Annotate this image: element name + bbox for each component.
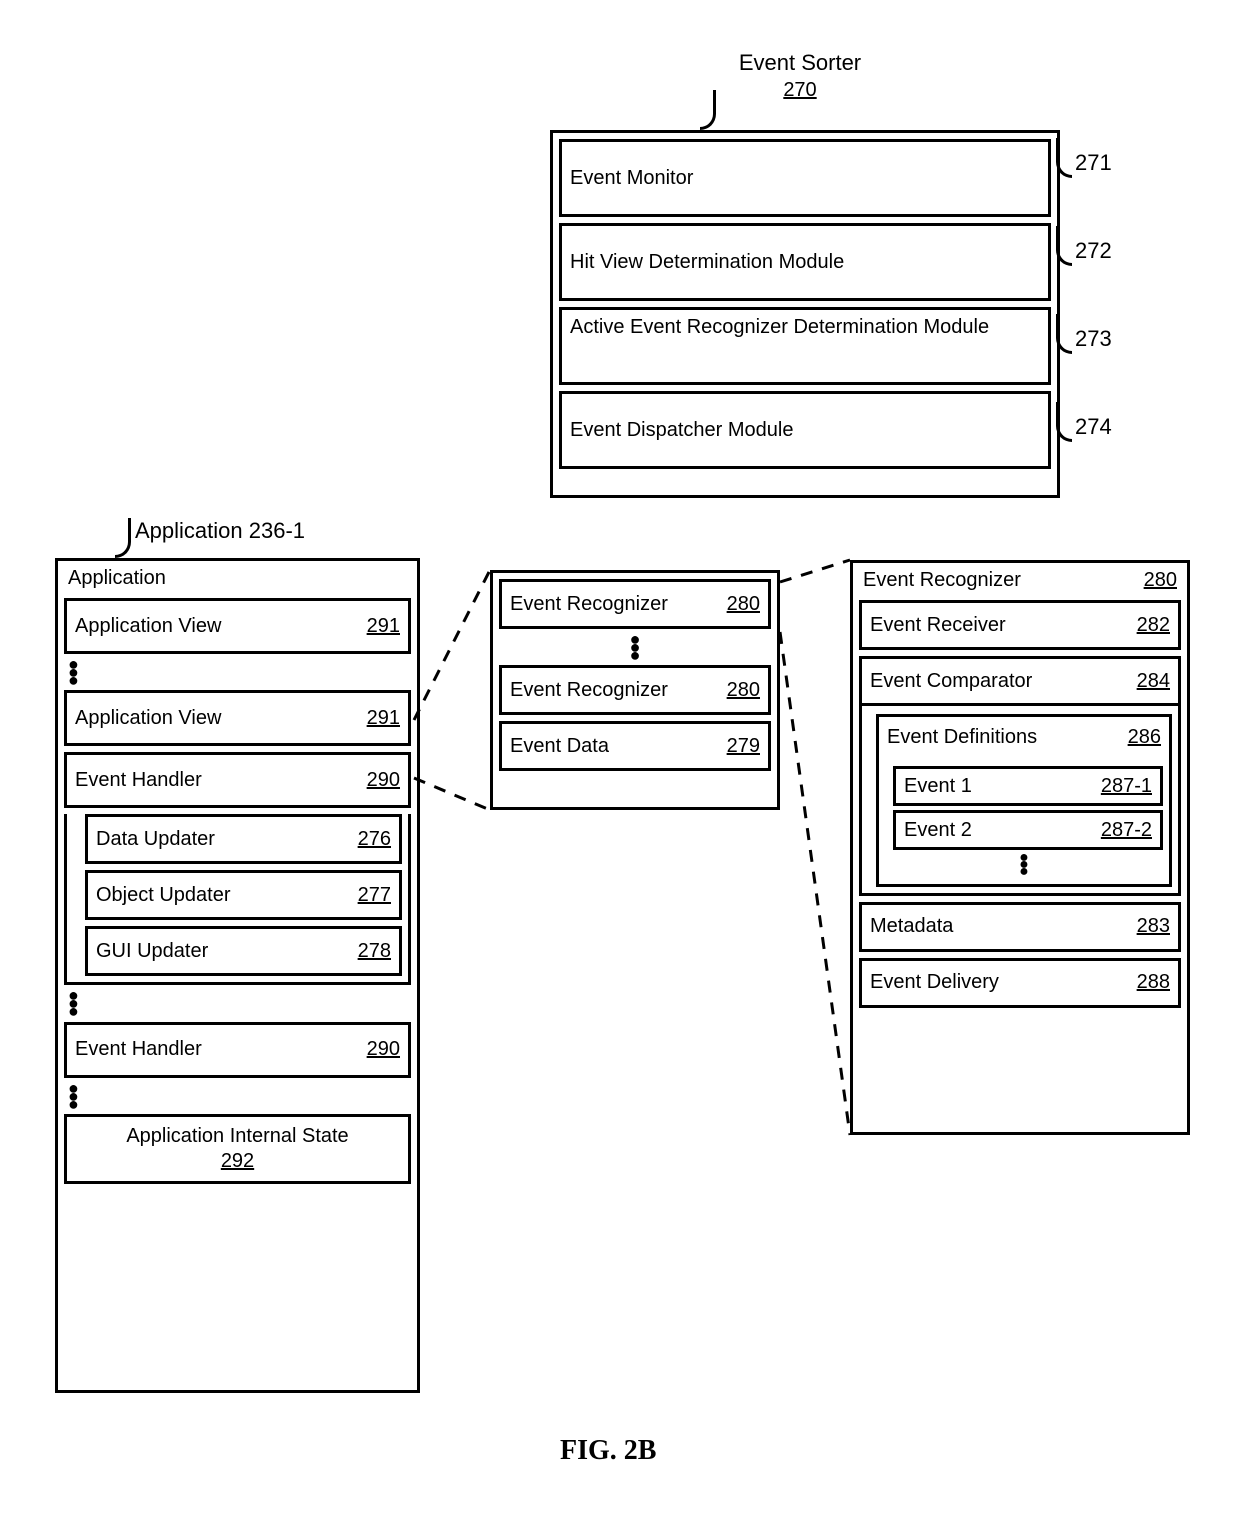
- app-internal-state: Application Internal State 292: [64, 1114, 411, 1184]
- data-updater: Data Updater 276: [85, 814, 402, 864]
- vdots-3: ●●●: [58, 1084, 417, 1108]
- gui-updater: GUI Updater 278: [85, 926, 402, 976]
- recognizer-2-row: Event Recognizer 280: [499, 665, 771, 715]
- recognizer-title: Event Recognizer 280: [853, 563, 1187, 594]
- event-2: Event 2 287-2: [893, 810, 1163, 850]
- event-1: Event 1 287-1: [893, 766, 1163, 806]
- ref-273: 273: [1075, 326, 1112, 352]
- event-handler-children: Data Updater 276 Object Updater 277 GUI …: [64, 814, 411, 985]
- event-sorter-box: Event Monitor Hit View Determination Mod…: [550, 130, 1060, 498]
- metadata: Metadata 283: [859, 902, 1181, 952]
- event-handler-2: Event Handler 290: [64, 1022, 411, 1078]
- callout-app: [115, 518, 131, 558]
- hit-view-row: Hit View Determination Module: [559, 223, 1051, 301]
- vdots-2: ●●●: [58, 991, 417, 1015]
- application-outer-label: Application 236-1: [135, 518, 305, 544]
- application-box: Application Application View 291 ●●● App…: [55, 558, 420, 1393]
- ref-274: 274: [1075, 414, 1112, 440]
- app-view-1: Application View 291: [64, 598, 411, 654]
- ref-271: 271: [1075, 150, 1112, 176]
- definitions-children: Event 1 287-1 Event 2 287-2 ●●●: [876, 758, 1172, 887]
- event-handler-1: Event Handler 290: [64, 752, 411, 808]
- vdots-events: ●●●: [879, 854, 1169, 876]
- callout-event-sorter: [700, 90, 716, 130]
- recognizer-detail-box: Event Recognizer 280 Event Receiver 282 …: [850, 560, 1190, 1135]
- event-sorter-title: Event Sorter 270: [720, 50, 880, 102]
- recognizer-1-row: Event Recognizer 280: [499, 579, 771, 629]
- event-comparator: Event Comparator 284: [859, 656, 1181, 706]
- event-receiver: Event Receiver 282: [859, 600, 1181, 650]
- active-recognizer-row: Active Event Recognizer Determination Mo…: [559, 307, 1051, 385]
- comparator-children: Event Definitions 286 Event 1 287-1 Even…: [859, 706, 1181, 896]
- object-updater: Object Updater 277: [85, 870, 402, 920]
- event-delivery: Event Delivery 288: [859, 958, 1181, 1008]
- figure-label: FIG. 2B: [560, 1435, 656, 1467]
- event-definitions: Event Definitions 286: [876, 714, 1172, 758]
- vdots-1: ●●●: [58, 660, 417, 684]
- application-title: Application: [58, 561, 417, 592]
- app-view-detail-box: Event Recognizer 280 ●●● Event Recognize…: [490, 570, 780, 810]
- vdots-mid: ●●●: [493, 635, 777, 659]
- dispatcher-row: Event Dispatcher Module: [559, 391, 1051, 469]
- event-data-row: Event Data 279: [499, 721, 771, 771]
- event-monitor-row: Event Monitor: [559, 139, 1051, 217]
- ref-272: 272: [1075, 238, 1112, 264]
- app-view-2: Application View 291: [64, 690, 411, 746]
